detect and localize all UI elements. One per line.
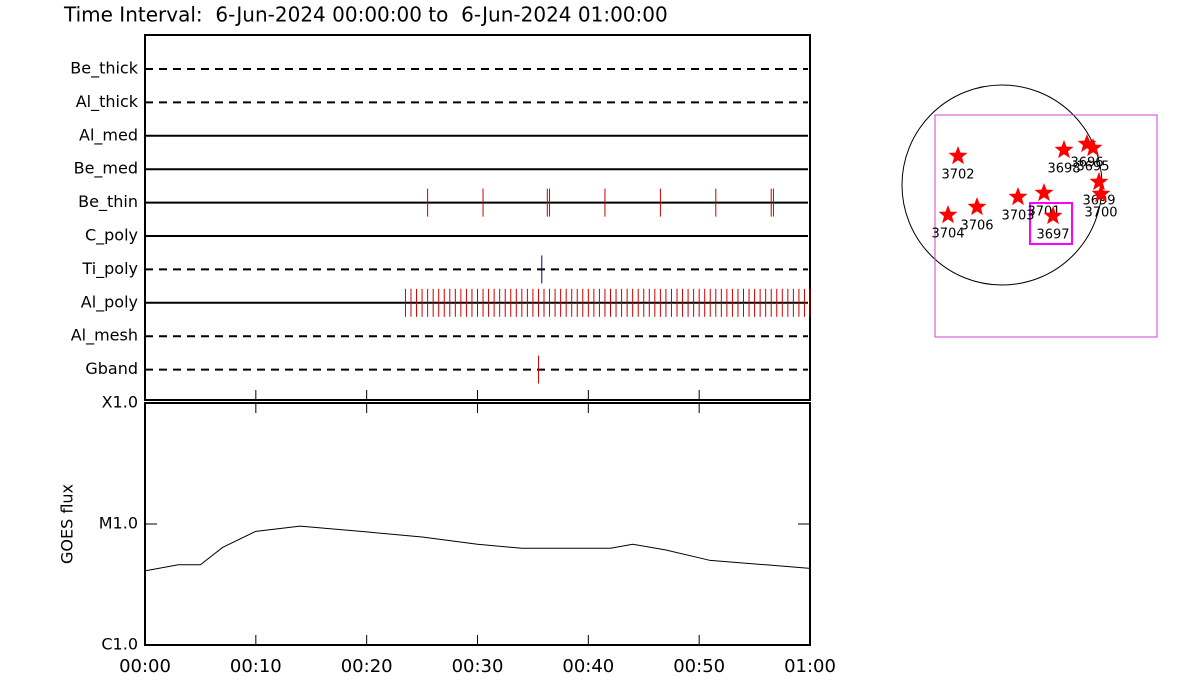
region-label: 3697 bbox=[1036, 228, 1069, 243]
x-tick-label: 00:50 bbox=[673, 656, 725, 677]
filter-label: C_poly bbox=[85, 226, 138, 246]
filter-frame bbox=[144, 34, 811, 401]
goes-curve bbox=[144, 525, 811, 572]
x-tick-label: 00:00 bbox=[119, 656, 171, 677]
region-marker bbox=[1077, 134, 1097, 153]
fov-box bbox=[1029, 202, 1073, 245]
filter-label: Gband bbox=[85, 359, 138, 378]
filter-label: Al_mesh bbox=[71, 326, 138, 346]
region-label: 3695 bbox=[1076, 160, 1109, 175]
x-tick-label: 00:10 bbox=[230, 656, 282, 677]
region-marker bbox=[1034, 183, 1054, 202]
region-marker bbox=[938, 205, 958, 224]
filter-label: Al_med bbox=[79, 125, 138, 145]
region-marker bbox=[1008, 187, 1028, 206]
region-label: 3696 bbox=[1070, 156, 1103, 171]
y-tick-label: C1.0 bbox=[101, 635, 138, 654]
region-marker bbox=[1089, 172, 1109, 191]
region-label: 3702 bbox=[941, 168, 974, 183]
filter-label: Be_thin bbox=[78, 192, 138, 212]
x-tick-label: 01:00 bbox=[784, 656, 836, 677]
title: Time Interval: 6-Jun-2024 00:00:00 to 6-… bbox=[63, 3, 668, 27]
region-label: 3698 bbox=[1047, 162, 1080, 177]
region-label: 3706 bbox=[960, 219, 993, 234]
region-marker bbox=[1043, 206, 1063, 225]
region-label: 3700 bbox=[1084, 206, 1117, 221]
filter-label: Be_thick bbox=[70, 59, 138, 79]
y-axis-label: GOES flux bbox=[58, 484, 77, 564]
region-label: 3703 bbox=[1001, 209, 1034, 224]
filter-label: Be_med bbox=[74, 159, 138, 179]
fov-box bbox=[934, 114, 1158, 338]
goes-frame bbox=[144, 402, 811, 646]
x-tick-label: 00:30 bbox=[452, 656, 504, 677]
filter-label: Ti_poly bbox=[81, 259, 138, 279]
region-label: 3704 bbox=[931, 227, 964, 242]
filter-label: Al_poly bbox=[81, 292, 138, 312]
region-marker bbox=[948, 146, 968, 165]
y-tick-label: M1.0 bbox=[99, 514, 138, 533]
region-label: 3699 bbox=[1082, 194, 1115, 209]
x-tick-label: 00:40 bbox=[562, 656, 614, 677]
region-marker bbox=[1091, 184, 1111, 203]
region-marker bbox=[967, 197, 987, 216]
region-marker bbox=[1054, 140, 1074, 159]
y-tick-label: X1.0 bbox=[102, 393, 138, 412]
region-marker bbox=[1083, 138, 1103, 157]
filter-label: Al_thick bbox=[76, 92, 139, 112]
x-tick-label: 00:20 bbox=[341, 656, 393, 677]
